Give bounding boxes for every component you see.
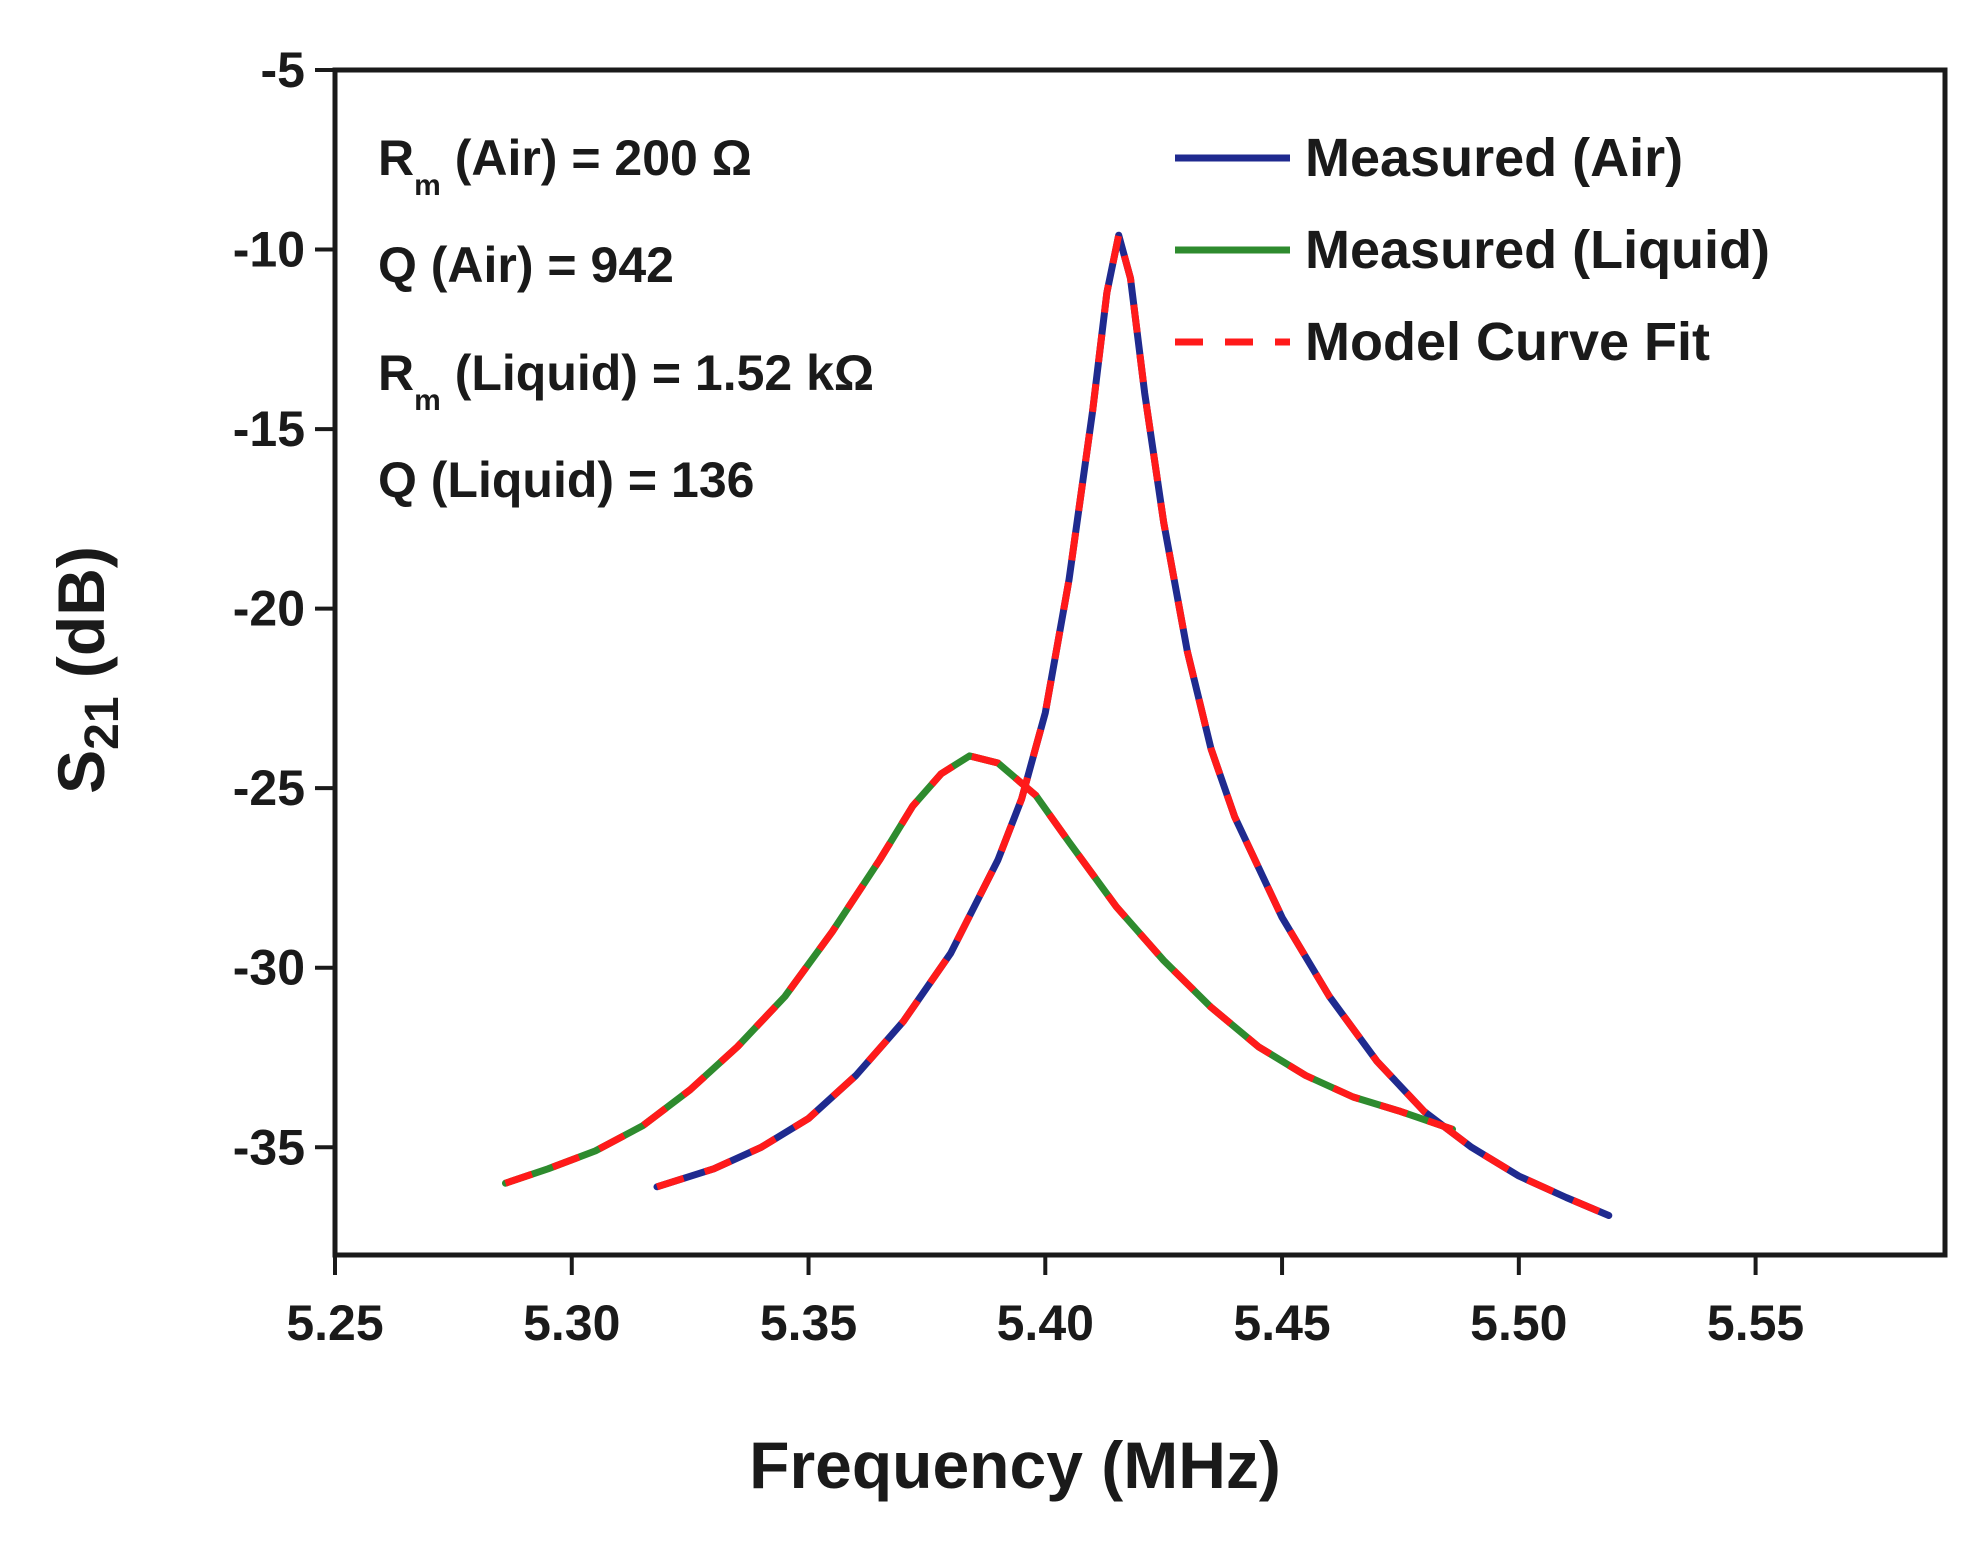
series-line-measured-liquid xyxy=(502,752,1456,1187)
x-axis: 5.25 5.30 5.35 5.40 5.45 5.50 5.55 xyxy=(286,1255,1804,1351)
x-tick-label: 5.30 xyxy=(523,1295,620,1351)
annotations: Rm (Air) = 200 Ω Q (Air) = 942 Rm (Liquid)… xyxy=(378,130,874,508)
y-axis: -5 -10 -15 -20 -25 -30 -35 xyxy=(233,42,335,1175)
annotation-text: (Air) = 200 Ω xyxy=(441,130,752,186)
y-tick-label: -35 xyxy=(233,1119,305,1175)
x-tick-label: 5.45 xyxy=(1233,1295,1330,1351)
y-tick-label: -15 xyxy=(233,401,305,457)
y-axis-title-rest: (dB) xyxy=(44,546,118,696)
x-tick-label: 5.35 xyxy=(760,1295,857,1351)
annotation-line: Rm (Liquid) = 1.52 kΩ xyxy=(378,345,874,417)
y-tick-label: -30 xyxy=(233,940,305,996)
legend-label: Measured (Air) xyxy=(1305,128,1683,188)
annotation-line: Q (Air) = 942 xyxy=(378,237,674,293)
annotation-text: Q (Air) = 942 xyxy=(378,237,674,293)
y-axis-title-sub: 21 xyxy=(76,696,129,749)
legend: Measured (Air) Measured (Liquid) Model Cur… xyxy=(1175,128,1770,372)
x-tick-label: 5.50 xyxy=(1470,1295,1567,1351)
y-tick-label: -10 xyxy=(233,222,305,278)
x-tick-label: 5.55 xyxy=(1707,1295,1804,1351)
annotation-subscript: m xyxy=(414,169,441,202)
model-fit-line-measured-air xyxy=(655,231,1611,1219)
annotation-text: R xyxy=(378,345,414,401)
legend-label: Measured (Liquid) xyxy=(1305,220,1770,280)
annotation-text: Q (Liquid) = 136 xyxy=(378,452,754,508)
annotation-text: (Liquid) = 1.52 kΩ xyxy=(441,345,874,401)
annotation-line: Rm (Air) = 200 Ω xyxy=(378,130,752,202)
plot-lines xyxy=(502,231,1613,1219)
annotation-text: R xyxy=(378,130,414,186)
y-tick-label: -25 xyxy=(233,760,305,816)
x-tick-label: 5.40 xyxy=(997,1295,1094,1351)
y-axis-title: S21 (dB) xyxy=(44,546,129,794)
y-tick-label: -20 xyxy=(233,581,305,637)
legend-label: Model Curve Fit xyxy=(1305,312,1710,372)
x-tick-label: 5.25 xyxy=(286,1295,383,1351)
annotation-line: Q (Liquid) = 136 xyxy=(378,452,754,508)
plot-frame xyxy=(332,67,1948,1258)
y-tick-label: -5 xyxy=(261,42,305,98)
x-axis-title: Frequency (MHz) xyxy=(749,1428,1281,1502)
y-axis-title-main: S xyxy=(44,750,118,794)
annotation-subscript: m xyxy=(414,384,441,417)
